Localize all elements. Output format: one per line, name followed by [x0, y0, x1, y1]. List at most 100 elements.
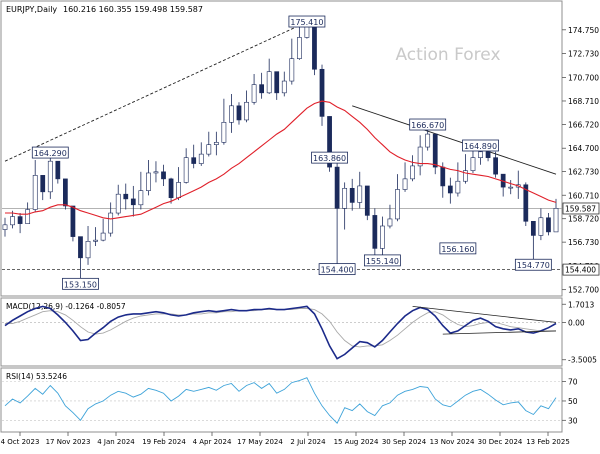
- candle: [47, 151, 53, 199]
- candle-body: [296, 37, 302, 59]
- candle-body: [63, 178, 68, 207]
- candle: [349, 178, 355, 211]
- price-annotation: 153.150: [62, 277, 99, 290]
- x-axis-tick-label: 17 May 2024: [237, 438, 283, 446]
- candle-body: [357, 185, 363, 203]
- candle: [493, 151, 498, 178]
- candle: [32, 160, 38, 212]
- candle-body: [206, 144, 212, 155]
- trendline-dashed: [4, 21, 308, 162]
- price-y-tick-label: 168.710: [568, 97, 599, 106]
- candle-body: [372, 215, 378, 249]
- candle: [372, 208, 378, 260]
- candle-body: [523, 184, 529, 222]
- candle: [63, 178, 68, 210]
- x-axis-tick-label: 19 Feb 2024: [142, 438, 186, 446]
- price-annotation-label: 163.860: [313, 154, 346, 163]
- candle-body: [176, 182, 181, 199]
- price-annotation-label: 153.150: [64, 280, 97, 289]
- candle-body: [123, 193, 129, 200]
- price-annotation-box: [31, 146, 69, 159]
- candle: [206, 131, 212, 157]
- price-annotation-label: 155.140: [366, 257, 399, 266]
- candle-body: [17, 216, 23, 224]
- price-annotation-box: [514, 258, 552, 271]
- candle-body: [229, 105, 234, 123]
- price-panel-title: EURJPY,Daily: [6, 5, 57, 14]
- macd-y-tick-label: -3.5005: [568, 356, 597, 365]
- x-axis-tick-label: 30 Dec 2024: [478, 438, 523, 446]
- candle: [213, 131, 219, 156]
- price-annotation: 164.890: [462, 139, 499, 152]
- candle-body: [538, 217, 544, 236]
- price-annotation: 163.860: [311, 151, 348, 164]
- rsi-panel-title: RSI(14) 53.5246: [6, 372, 67, 381]
- candle: [10, 210, 15, 229]
- candle-body: [440, 166, 446, 187]
- candle-body: [115, 193, 121, 214]
- candle-body: [410, 165, 415, 180]
- price-y-tick-label: 160.710: [568, 191, 599, 200]
- price-annotation: 156.160: [439, 242, 477, 255]
- x-axis-tick-label: 17 Nov 2023: [46, 438, 91, 446]
- candle: [357, 171, 363, 209]
- candle-body: [395, 189, 400, 220]
- candle-body: [221, 122, 227, 143]
- candle-body: [319, 68, 325, 117]
- candle-body: [47, 160, 53, 193]
- candle: [70, 205, 76, 242]
- candle-body: [417, 146, 423, 167]
- candle-body: [380, 225, 385, 249]
- candle-body: [546, 217, 551, 233]
- candle-body: [447, 185, 453, 194]
- candle-body: [289, 58, 295, 82]
- rsi-panel-frame: [0, 367, 563, 433]
- candle-body: [312, 24, 317, 70]
- candle: [2, 217, 8, 237]
- price-annotation-label: 166.670: [411, 121, 444, 130]
- price-annotation-box: [318, 263, 356, 276]
- candle: [319, 64, 325, 126]
- candle: [538, 208, 544, 241]
- candle-body: [327, 116, 332, 168]
- candle: [40, 175, 46, 201]
- candle-body: [108, 212, 114, 234]
- candle-body: [78, 236, 83, 259]
- candle: [530, 220, 536, 265]
- candle-body: [2, 224, 8, 230]
- candle: [85, 226, 91, 265]
- macd-channel-line: [412, 306, 557, 323]
- price-y-tick-label: 158.720: [568, 215, 599, 224]
- price-y-tick-label: 162.730: [568, 167, 599, 176]
- candle-body: [425, 133, 431, 148]
- candle: [259, 72, 265, 99]
- candle: [198, 142, 204, 166]
- candle-body: [364, 185, 370, 216]
- candle-body: [553, 208, 559, 233]
- x-axis-tick-label: 4 Apr 2024: [193, 438, 232, 446]
- candle-body: [198, 153, 204, 164]
- candle: [244, 90, 249, 123]
- candle-body: [463, 170, 468, 182]
- price-annotation-label: 154.770: [517, 261, 550, 270]
- candle: [168, 177, 174, 204]
- price-annotation-label: 154.400: [321, 266, 354, 275]
- price-y-tick-label: 166.720: [568, 120, 599, 129]
- macd-y-tick-label: 1.7013: [568, 300, 594, 309]
- x-axis-tick-label: 4 Oct 2023: [1, 438, 40, 446]
- candle: [183, 148, 189, 184]
- candle-body: [168, 178, 174, 199]
- candle-body: [455, 180, 461, 194]
- candle-body: [55, 160, 61, 180]
- macd-y-tick-label: 0.00: [568, 318, 585, 327]
- candle: [546, 213, 551, 236]
- price-annotation-label: 164.890: [464, 142, 497, 151]
- candle-body: [493, 157, 498, 175]
- candle-body: [85, 241, 91, 259]
- candle: [417, 135, 423, 176]
- candle-body: [25, 209, 31, 224]
- candle: [380, 216, 385, 261]
- candle-body: [244, 101, 249, 121]
- price-y-tick-label: 174.750: [568, 26, 599, 35]
